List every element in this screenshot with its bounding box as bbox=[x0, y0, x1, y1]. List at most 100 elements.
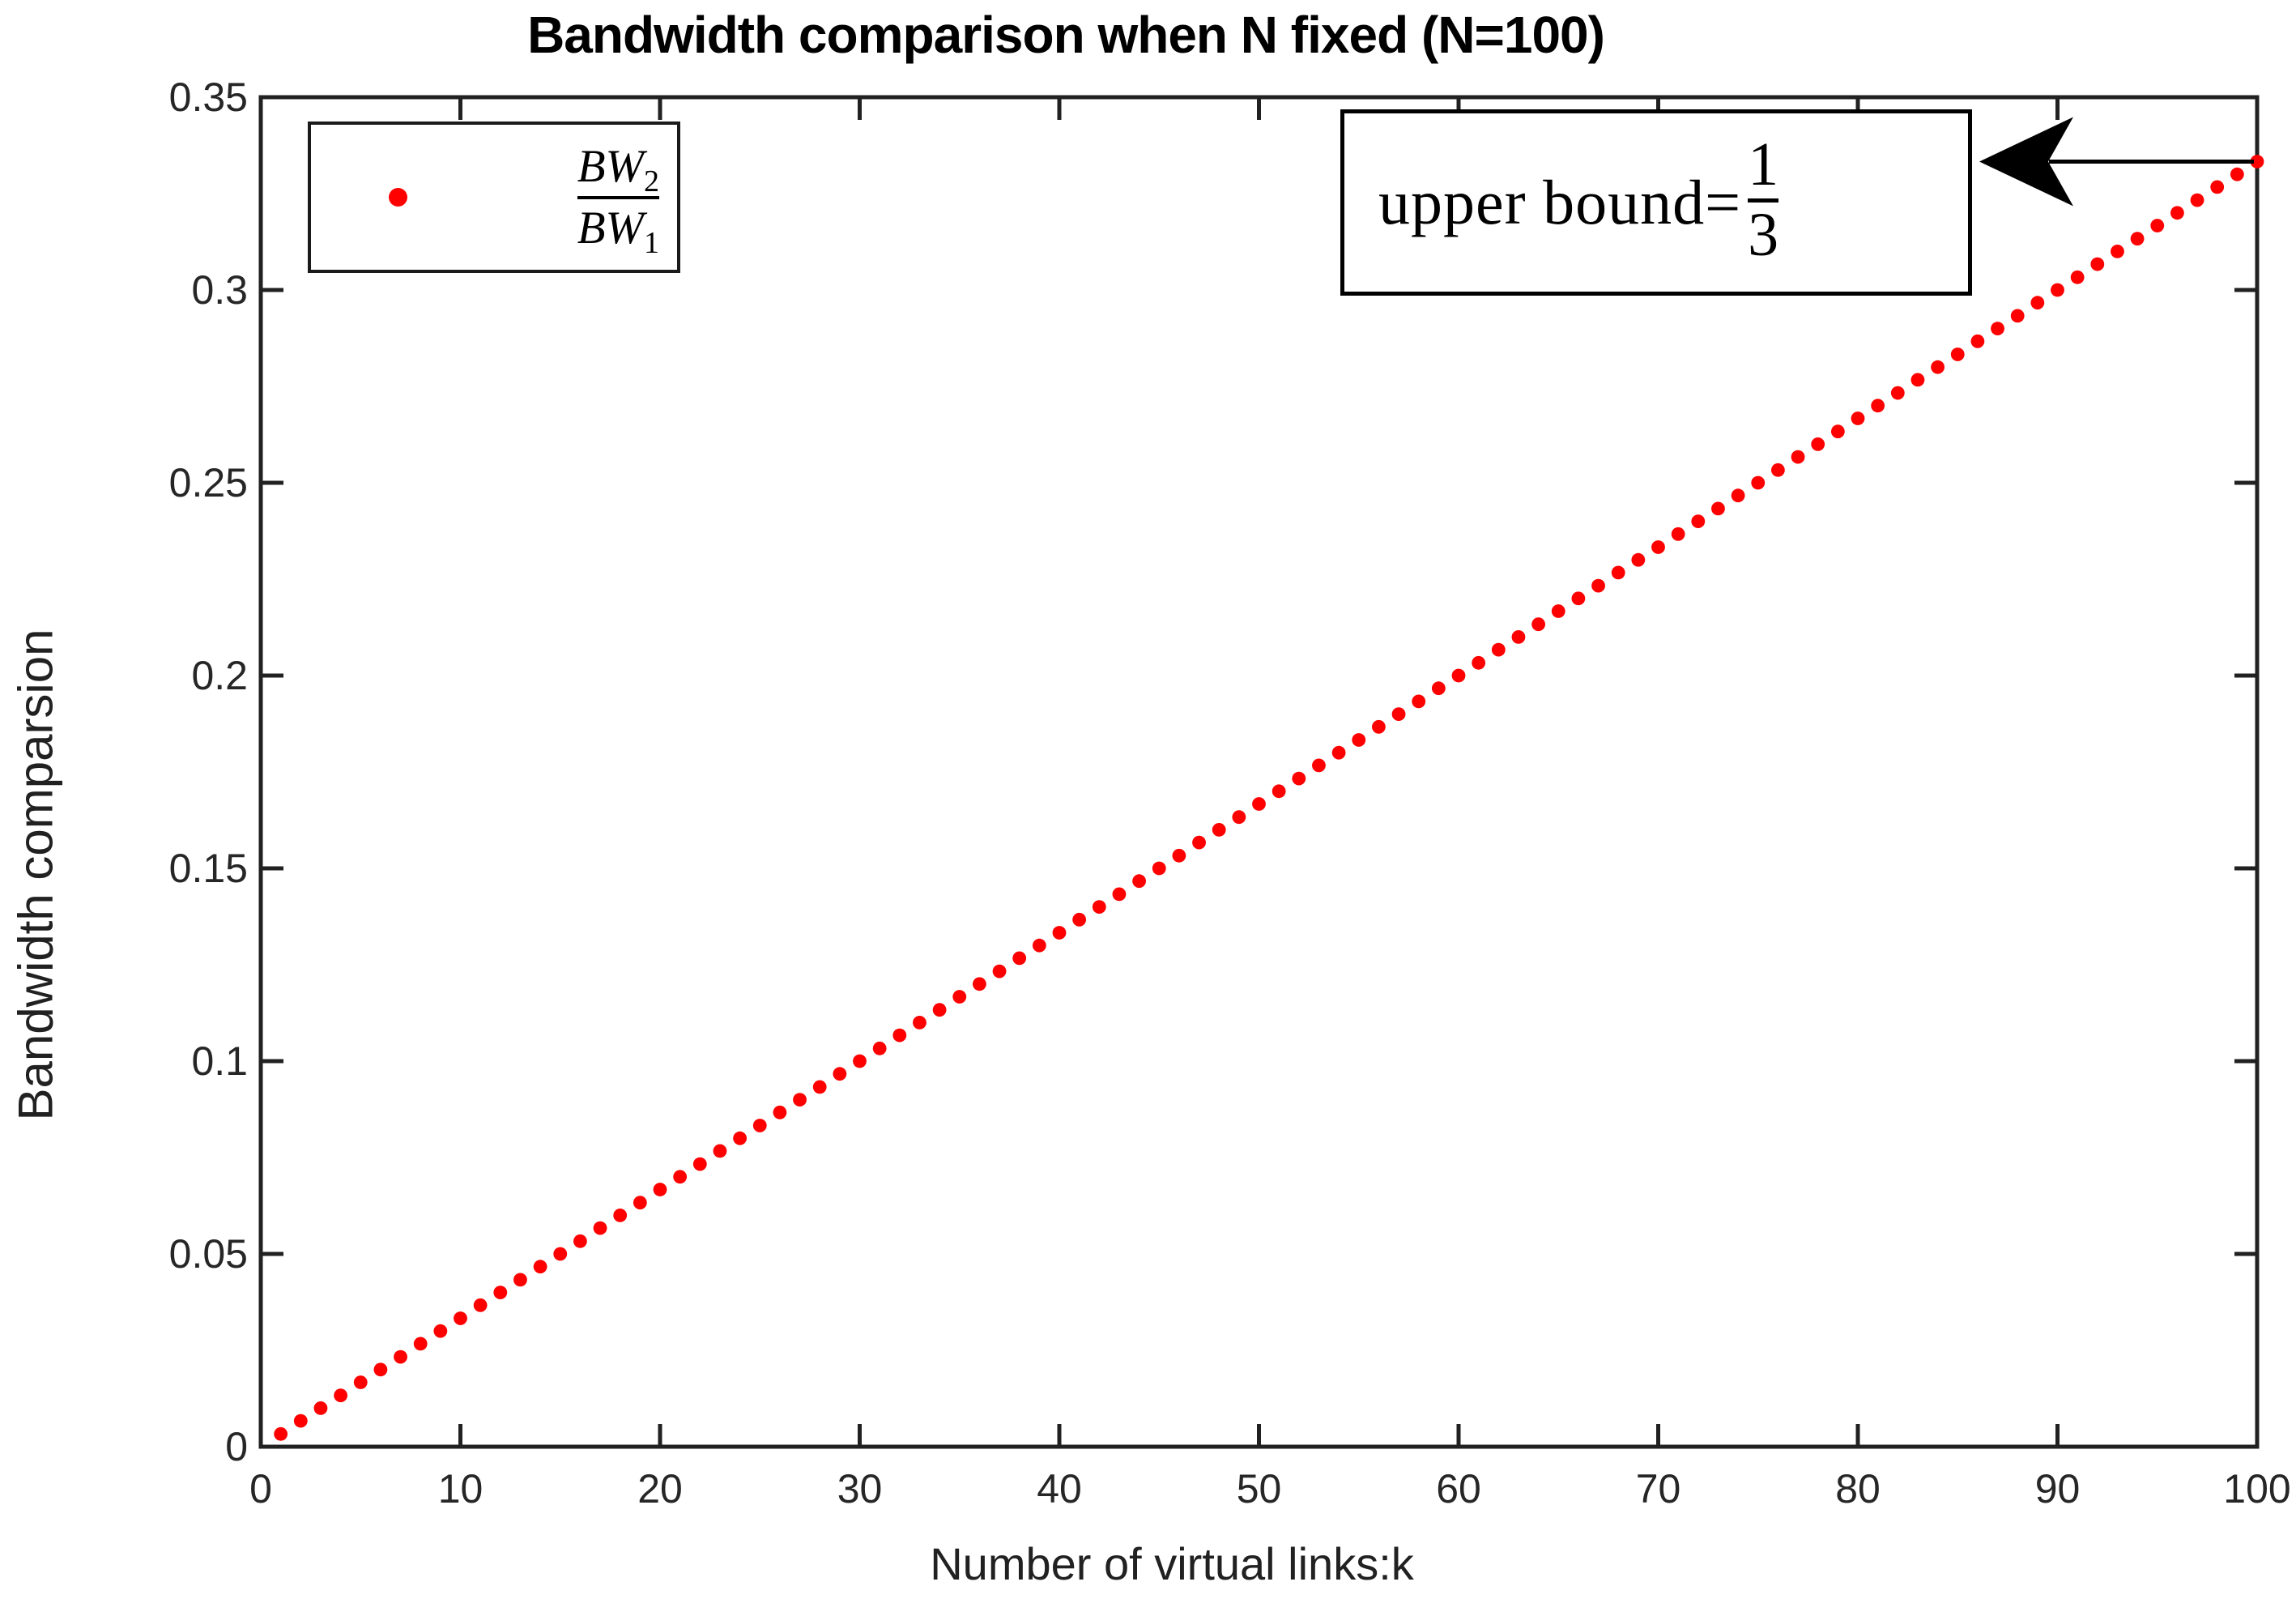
data-point bbox=[1312, 758, 1326, 773]
data-point bbox=[1931, 360, 1945, 374]
data-point bbox=[2130, 232, 2145, 246]
data-point bbox=[433, 1324, 448, 1338]
data-point bbox=[1212, 823, 1226, 837]
data-point bbox=[274, 1426, 288, 1441]
data-point bbox=[692, 1157, 707, 1171]
data-point bbox=[892, 1028, 907, 1043]
y-tick-label: 0 bbox=[225, 1424, 248, 1469]
data-point bbox=[1970, 334, 1985, 348]
data-point bbox=[2010, 309, 2025, 323]
data-point bbox=[1910, 373, 1925, 387]
data-point bbox=[773, 1105, 787, 1119]
data-point bbox=[1871, 399, 1885, 413]
annotation-fraction: 1 3 bbox=[1748, 133, 1779, 266]
data-point bbox=[413, 1337, 428, 1351]
y-tick-label: 0.05 bbox=[168, 1231, 248, 1277]
data-point bbox=[1372, 719, 1386, 734]
data-point bbox=[1032, 938, 1046, 953]
data-point bbox=[2090, 257, 2105, 271]
data-point bbox=[2230, 167, 2244, 181]
data-point bbox=[533, 1260, 547, 1274]
y-tick-label: 0.1 bbox=[191, 1038, 248, 1084]
x-tick-label: 0 bbox=[249, 1466, 272, 1512]
data-point bbox=[1751, 475, 1766, 490]
data-point bbox=[1711, 501, 1725, 516]
data-point bbox=[1152, 861, 1166, 876]
data-point bbox=[593, 1221, 607, 1235]
data-point bbox=[2070, 270, 2085, 284]
data-point bbox=[633, 1196, 647, 1210]
data-point bbox=[1172, 848, 1186, 863]
data-point bbox=[2051, 283, 2064, 297]
data-point bbox=[353, 1375, 368, 1389]
data-point bbox=[473, 1298, 488, 1312]
data-point bbox=[293, 1413, 308, 1428]
data-point bbox=[1771, 463, 1785, 477]
data-point bbox=[373, 1362, 388, 1377]
data-point bbox=[1811, 437, 1825, 451]
x-tick-label: 80 bbox=[1835, 1466, 1881, 1512]
y-axis-label: Bandwidth comparsion bbox=[8, 629, 63, 1121]
data-point bbox=[1052, 926, 1067, 940]
data-point bbox=[1472, 655, 1486, 670]
x-tick-label: 100 bbox=[2223, 1466, 2291, 1512]
data-point bbox=[653, 1183, 667, 1196]
data-point bbox=[1691, 514, 1706, 528]
data-point bbox=[1731, 488, 1745, 503]
legend-marker-dot bbox=[389, 188, 407, 207]
data-point bbox=[573, 1234, 587, 1248]
data-point bbox=[1531, 617, 1545, 632]
data-point bbox=[1391, 707, 1406, 721]
data-point bbox=[1292, 771, 1306, 786]
data-point bbox=[2150, 219, 2165, 232]
data-point bbox=[872, 1041, 887, 1055]
x-tick-label: 50 bbox=[1236, 1466, 1282, 1512]
legend-series-label: BW2 BW1 bbox=[577, 140, 659, 258]
data-point bbox=[992, 964, 1007, 979]
data-point bbox=[493, 1286, 508, 1299]
x-axis-label: Number of virtual links:k bbox=[930, 1538, 1414, 1589]
y-tick-label: 0.2 bbox=[191, 653, 248, 698]
data-point bbox=[1591, 578, 1605, 593]
data-point bbox=[1352, 733, 1366, 747]
data-point bbox=[1631, 552, 1646, 567]
x-tick-label: 30 bbox=[837, 1466, 883, 1512]
data-point bbox=[1232, 810, 1246, 825]
data-point bbox=[973, 977, 986, 991]
data-point bbox=[1412, 694, 1426, 709]
data-point bbox=[752, 1119, 767, 1132]
data-point bbox=[1012, 951, 1027, 966]
x-tick-label: 40 bbox=[1037, 1466, 1082, 1512]
y-tick-label: 0.15 bbox=[168, 846, 248, 891]
data-point bbox=[713, 1144, 727, 1158]
data-point bbox=[2111, 245, 2124, 258]
data-point bbox=[793, 1093, 807, 1106]
data-point bbox=[1830, 424, 1845, 439]
data-point bbox=[2170, 206, 2184, 220]
y-tick-label: 0.25 bbox=[168, 460, 248, 505]
data-point bbox=[1671, 527, 1685, 541]
data-point bbox=[1571, 591, 1586, 606]
data-point bbox=[1950, 348, 1965, 361]
chart-title: Bandwidth comparison when N fixed (N=100… bbox=[527, 6, 1605, 64]
axes-frame bbox=[258, 95, 2260, 1449]
x-tick-label: 60 bbox=[1436, 1466, 1481, 1512]
data-point bbox=[1132, 874, 1146, 889]
fraction-bar bbox=[577, 195, 659, 199]
data-point bbox=[1791, 450, 1805, 464]
data-point bbox=[1072, 912, 1087, 927]
legend-fraction-numerator: BW2 bbox=[577, 140, 659, 198]
data-point bbox=[1611, 565, 1625, 580]
data-point bbox=[733, 1131, 747, 1145]
fraction-bar bbox=[1748, 198, 1779, 203]
data-point bbox=[833, 1067, 847, 1081]
x-tick-label: 10 bbox=[437, 1466, 483, 1512]
data-point bbox=[913, 1016, 926, 1030]
data-point bbox=[1252, 797, 1266, 811]
data-point bbox=[1991, 322, 2004, 335]
data-point bbox=[1272, 784, 1286, 799]
data-point bbox=[853, 1054, 867, 1068]
data-point bbox=[2030, 296, 2045, 310]
data-point bbox=[812, 1080, 827, 1094]
